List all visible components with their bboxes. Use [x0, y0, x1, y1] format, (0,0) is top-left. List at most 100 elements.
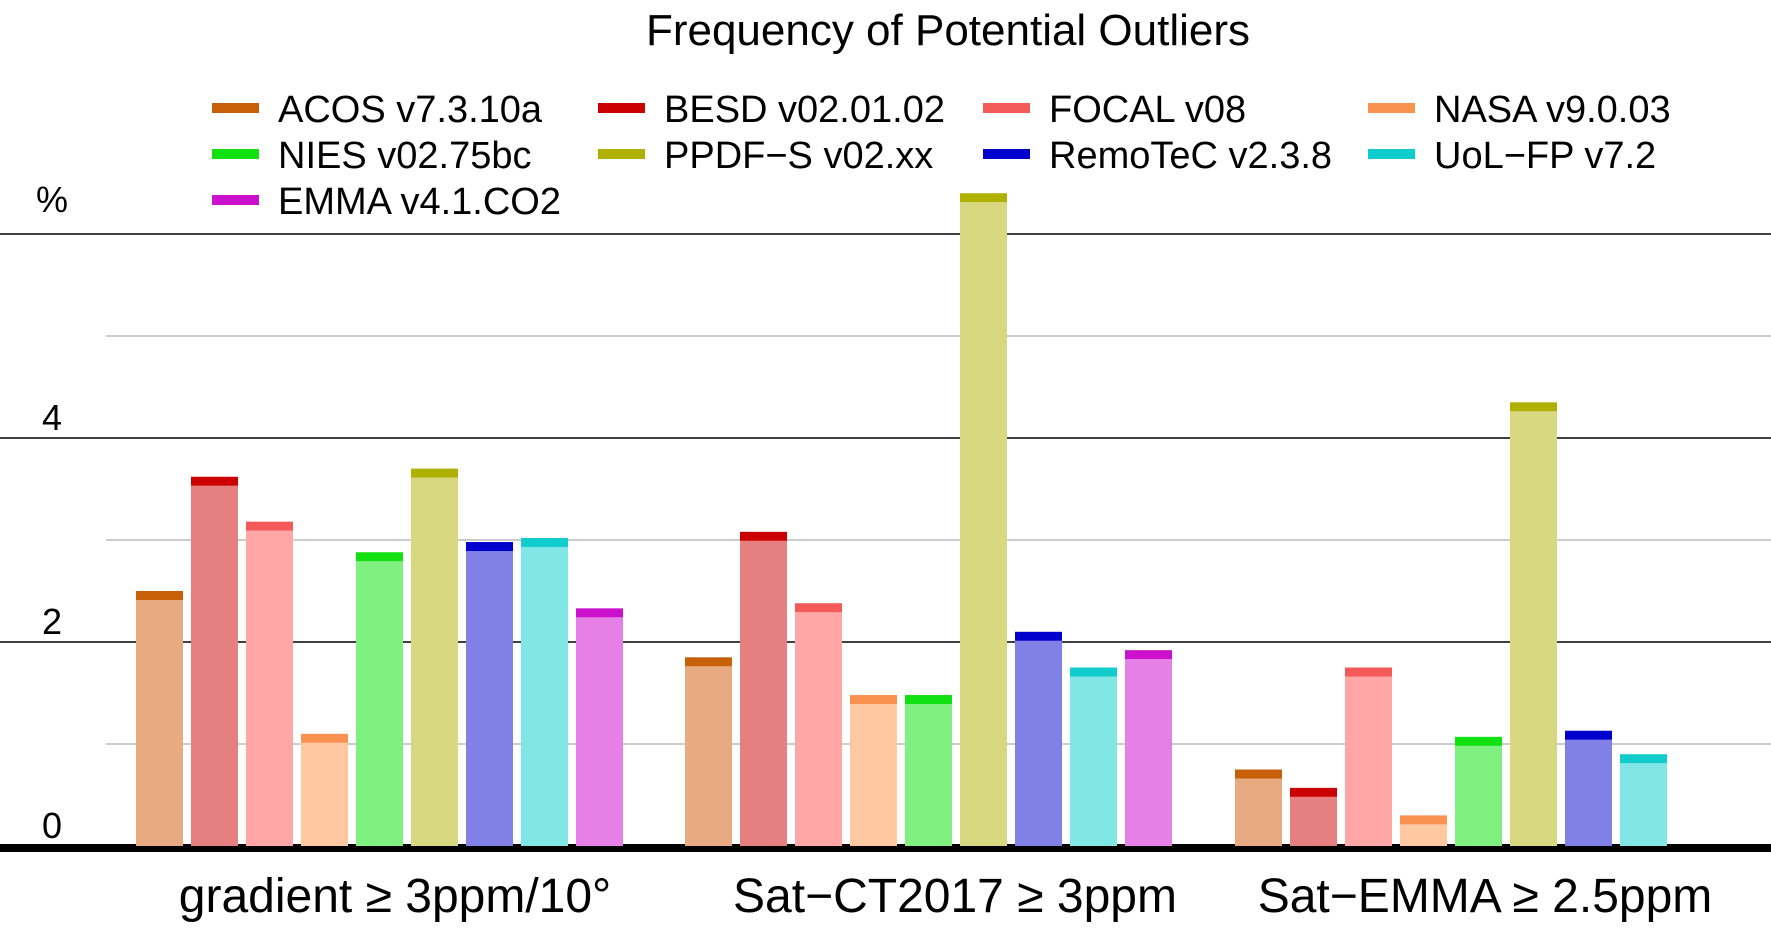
legend-label: PPDF−S v02.xx — [664, 135, 933, 177]
bar-cap — [1620, 754, 1667, 764]
bar-body — [1345, 676, 1392, 846]
bar-cap — [1345, 667, 1392, 677]
bar — [1400, 815, 1447, 846]
bar-body — [411, 477, 458, 846]
bar — [795, 603, 842, 846]
bar-cap — [411, 468, 458, 478]
bar-cap — [960, 193, 1007, 203]
bar-cap — [466, 542, 513, 552]
bar — [246, 521, 293, 846]
legend-item: RemoTeC v2.3.8 — [983, 135, 1332, 177]
bar-cap — [1235, 769, 1282, 779]
bar — [685, 657, 732, 846]
legend-label: NIES v02.75bc — [278, 135, 531, 177]
bar-body — [1565, 739, 1612, 846]
bar-body — [1235, 778, 1282, 846]
bar — [1510, 402, 1557, 846]
bar-body — [740, 540, 787, 846]
legend-label: UoL−FP v7.2 — [1434, 135, 1656, 177]
bar — [521, 537, 568, 846]
bar-body — [1125, 659, 1172, 846]
bar — [301, 733, 348, 846]
bar-cap — [1510, 402, 1557, 412]
bar-cap — [246, 521, 293, 531]
legend-item: NASA v9.0.03 — [1368, 89, 1671, 131]
bar — [136, 591, 183, 846]
bar — [1235, 769, 1282, 846]
bar-body — [905, 704, 952, 846]
bar — [191, 476, 238, 846]
bar-cap — [1455, 736, 1502, 746]
bar-body — [191, 485, 238, 846]
bar-cap — [301, 733, 348, 743]
category-label: Sat−CT2017 ≥ 3ppm — [733, 870, 1177, 923]
legend-swatch — [598, 149, 645, 159]
legend-label: RemoTeC v2.3.8 — [1049, 135, 1332, 177]
legend: ACOS v7.3.10a BESD v02.01.02 FOCAL v08 NASA… — [212, 89, 1671, 223]
bar-body — [1620, 763, 1667, 846]
bar — [850, 695, 897, 846]
bar-body — [576, 617, 623, 846]
bar-body — [1455, 745, 1502, 846]
chart-title: Frequency of Potential Outliers — [646, 6, 1250, 55]
bar-body — [795, 612, 842, 846]
legend-item: UoL−FP v7.2 — [1368, 135, 1656, 177]
bar-cap — [1290, 787, 1337, 797]
bar — [1125, 650, 1172, 846]
bars — [136, 193, 1667, 846]
bar — [1345, 667, 1392, 846]
bar-cap — [740, 531, 787, 541]
legend-swatch — [1368, 103, 1415, 113]
bar-body — [1510, 411, 1557, 846]
bar-cap — [356, 552, 403, 562]
legend-swatch — [212, 149, 259, 159]
bar-cap — [191, 476, 238, 486]
bar-cap — [1400, 815, 1447, 825]
bar-body — [1070, 676, 1117, 846]
grid-lines — [0, 233, 1771, 852]
bar-body — [685, 666, 732, 846]
bar-body — [850, 704, 897, 846]
bar — [1620, 754, 1667, 846]
bar — [1015, 631, 1062, 846]
y-axis-unit: % — [36, 179, 68, 220]
category-labels: gradient ≥ 3ppm/10° Sat−CT2017 ≥ 3ppm Sat−… — [179, 870, 1713, 923]
y-tick-labels: 0 2 4 — [42, 397, 62, 846]
bar — [1455, 736, 1502, 846]
bar-body — [1015, 640, 1062, 846]
bar-cap — [576, 608, 623, 618]
legend-item: ACOS v7.3.10a — [212, 89, 543, 131]
category-label: gradient ≥ 3ppm/10° — [179, 870, 611, 923]
bar — [1565, 730, 1612, 846]
bar-cap — [1565, 730, 1612, 740]
bar — [960, 193, 1007, 846]
bar — [576, 608, 623, 846]
legend-swatch — [212, 195, 259, 205]
bar-cap — [521, 537, 568, 547]
bar-body — [246, 530, 293, 846]
legend-item: PPDF−S v02.xx — [598, 135, 933, 177]
legend-swatch — [212, 103, 259, 113]
legend-item: NIES v02.75bc — [212, 135, 531, 177]
y-tick-label: 0 — [42, 805, 62, 846]
bar — [740, 531, 787, 846]
bar-cap — [136, 591, 183, 600]
bar-cap — [1015, 631, 1062, 641]
legend-swatch — [1368, 149, 1415, 159]
y-tick-label: 2 — [42, 601, 62, 642]
bar — [905, 695, 952, 846]
legend-item: EMMA v4.1.CO2 — [212, 181, 561, 223]
legend-swatch — [983, 149, 1030, 159]
legend-label: NASA v9.0.03 — [1434, 89, 1671, 131]
legend-swatch — [598, 103, 645, 113]
bar-body — [466, 551, 513, 846]
bar-cap — [1125, 650, 1172, 660]
bar — [466, 542, 513, 846]
y-tick-label: 4 — [42, 397, 62, 438]
bar — [411, 468, 458, 846]
category-label: Sat−EMMA ≥ 2.5ppm — [1258, 870, 1713, 923]
bar-cap — [795, 603, 842, 613]
bar — [1070, 667, 1117, 846]
bar-cap — [905, 695, 952, 705]
